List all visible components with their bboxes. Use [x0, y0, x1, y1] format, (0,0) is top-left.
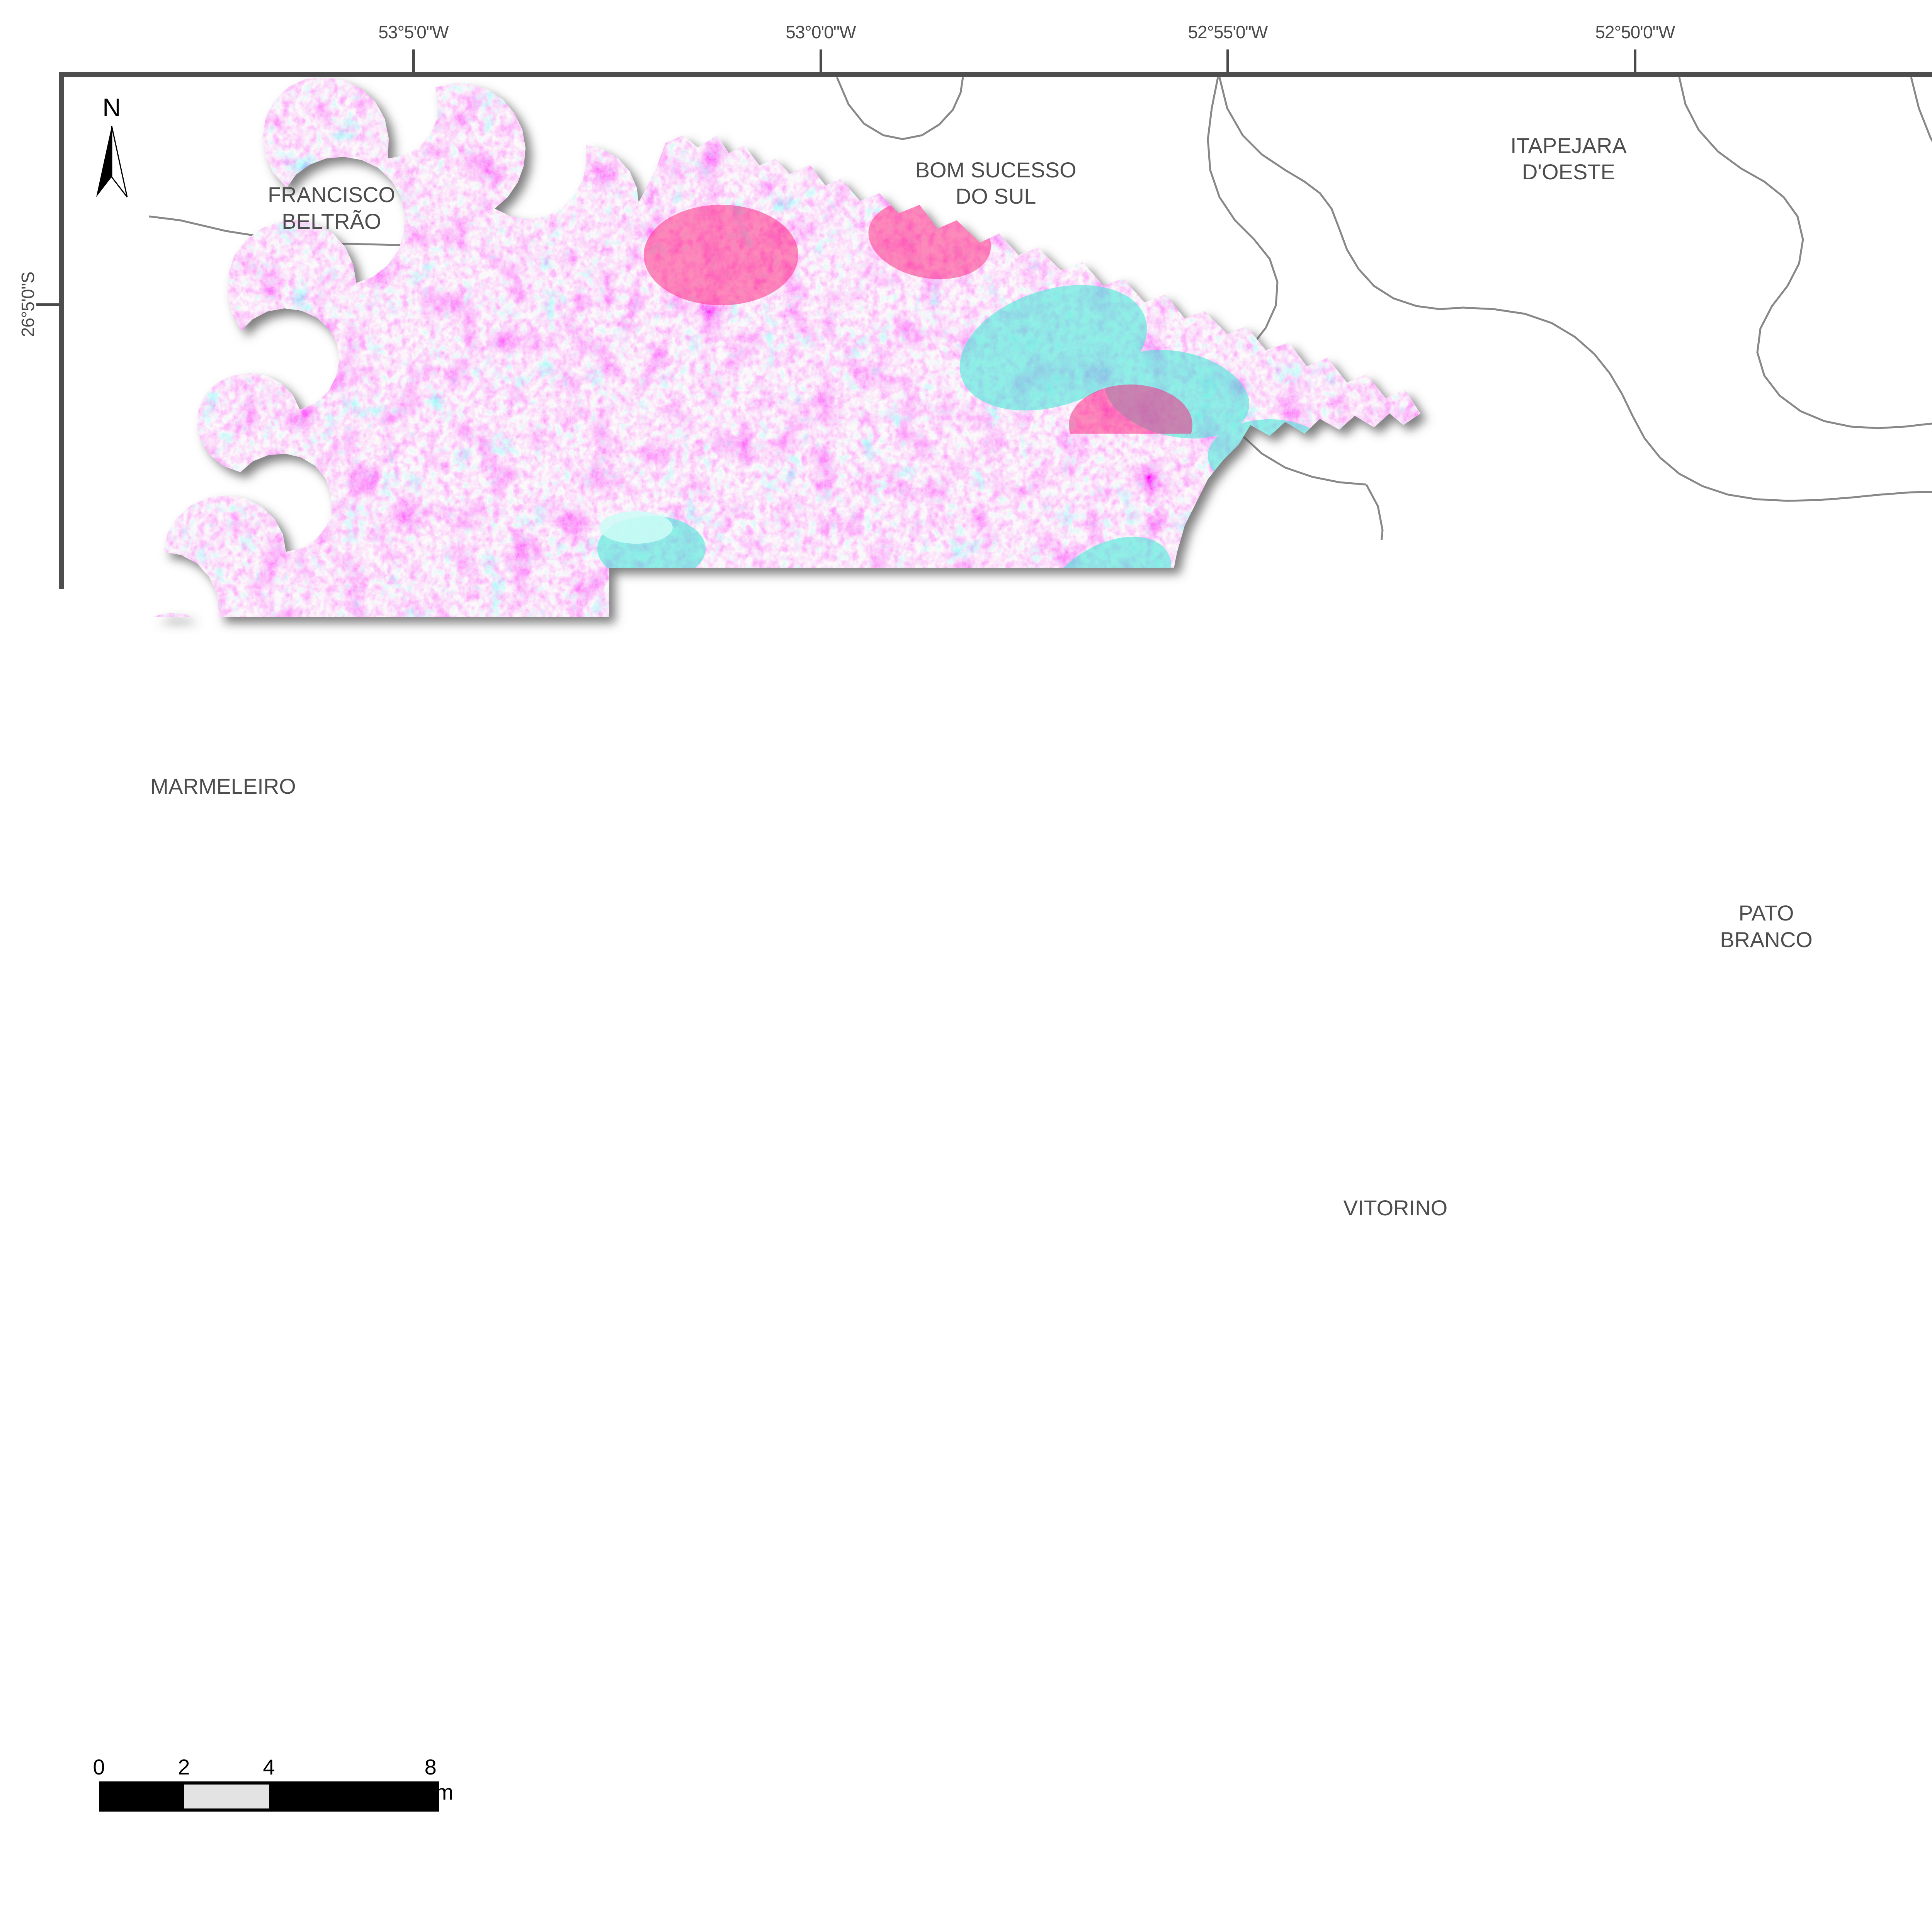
lat-tick-label: 26°5'0"S	[17, 272, 38, 337]
map-place-label: PATO BRANCO	[1720, 900, 1813, 953]
map-place-label: MARMELEIRO	[150, 773, 296, 800]
north-arrow-label: N	[102, 93, 121, 122]
scale-bar-tick-label: 4	[263, 1754, 275, 1779]
lon-tick-mark-top	[1226, 49, 1229, 72]
map-place-label: ITAPEJARA D'OESTE	[1510, 133, 1627, 185]
lat-tick-mark	[36, 720, 59, 723]
scale-bar: 0248 km	[99, 1754, 439, 1812]
lat-tick-mark	[36, 1137, 59, 1140]
lon-tick-mark-top	[1634, 49, 1636, 72]
scale-bar-tick-label: 2	[178, 1754, 190, 1779]
map-canvas	[64, 77, 1932, 1849]
lon-tick-mark-top	[820, 49, 822, 72]
lon-tick-label-bottom: 52°50'0"W	[1595, 1878, 1675, 1899]
lon-tick-label-top: 52°50'0"W	[1595, 22, 1675, 43]
lon-tick-mark-bottom	[820, 1854, 822, 1876]
lon-tick-label-top: 53°5'0"W	[378, 22, 448, 43]
lon-tick-label-bottom: 53°5'0"W	[378, 1878, 448, 1899]
lon-tick-mark-bottom	[1226, 1854, 1229, 1876]
lat-tick-mark	[36, 303, 59, 306]
lat-tick-mark	[36, 1555, 59, 1557]
lon-tick-label-top: 52°55'0"W	[1188, 22, 1267, 43]
lon-tick-mark-top	[412, 49, 415, 72]
main-map-frame[interactable]: N 0248 km	[59, 72, 1932, 1854]
lon-tick-mark-bottom	[412, 1854, 415, 1876]
lat-tick-label: 26°15'0"S	[17, 1101, 38, 1176]
map-place-label: VITORINO	[1344, 1195, 1448, 1221]
lat-tick-label: 26°10'0"S	[17, 684, 38, 759]
lon-tick-label-bottom: 53°0'0"W	[786, 1878, 855, 1899]
lon-tick-label-bottom: 52°55'0"W	[1188, 1878, 1267, 1899]
lon-tick-mark-bottom	[1634, 1854, 1636, 1876]
scale-bar-graphic	[99, 1781, 439, 1812]
north-arrow: N	[87, 93, 137, 205]
scale-bar-tick-label: 0	[93, 1754, 105, 1779]
lon-tick-label-top: 53°0'0"W	[786, 22, 855, 43]
map-place-label: BOM SUCESSO DO SUL	[915, 157, 1077, 210]
scale-bar-labels: 0248 km	[99, 1754, 439, 1781]
lat-tick-label: 26°20'0"S	[17, 1518, 38, 1593]
map-place-label: FRANCISCO BELTRÃO	[268, 182, 395, 235]
